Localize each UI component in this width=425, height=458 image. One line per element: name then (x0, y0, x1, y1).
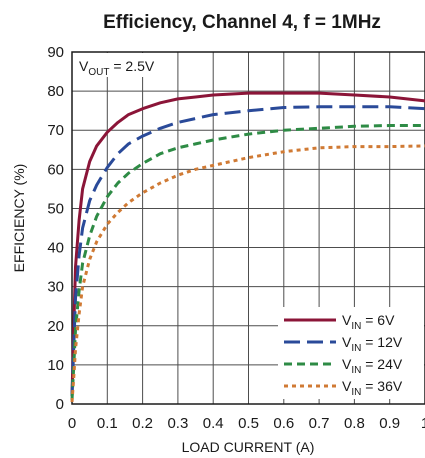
plot-frame (71, 51, 425, 405)
series-line-3 (70, 124, 425, 401)
vout-annotation: VOUT = 2.5V (73, 53, 165, 78)
y-tick-label: 10 (47, 357, 64, 374)
y-tick-label: 20 (47, 318, 64, 335)
x-tick-label: 0.6 (273, 415, 294, 432)
y-tick-label: 90 (47, 44, 64, 61)
series-line-1 (70, 91, 425, 397)
series-lines (70, 91, 425, 403)
legend-label-3: VIN = 24V (342, 356, 403, 376)
y-tick-label: 0 (56, 396, 64, 413)
vout-label: VOUT = 2.5V (79, 58, 155, 78)
y-tick-label: 40 (47, 240, 64, 257)
y-tick-label: 50 (47, 200, 64, 217)
tick-labels: 00.10.20.30.40.50.60.70.80.9101020304050… (47, 44, 425, 432)
x-tick-label: 0 (68, 415, 76, 432)
legend-label-1: VIN = 6V (342, 312, 395, 332)
x-tick-label: 0.1 (97, 415, 118, 432)
x-tick-label: 0.5 (238, 415, 259, 432)
y-tick-label: 80 (47, 83, 64, 100)
x-tick-label: 0.4 (203, 415, 224, 432)
annotation-background (73, 53, 165, 77)
y-axis-label: EFFICIENCY (%) (11, 164, 27, 273)
y-tick-label: 30 (47, 279, 64, 296)
x-tick-label: 0.8 (344, 415, 365, 432)
legend-label-2: VIN = 12V (342, 334, 403, 354)
x-tick-label: 0.7 (309, 415, 330, 432)
chart-title: Efficiency, Channel 4, f = 1MHz (103, 12, 381, 33)
x-tick-label: 1 (421, 415, 425, 432)
x-tick-label: 0.9 (379, 415, 400, 432)
legend-label-4: VIN = 36V (342, 378, 403, 398)
x-axis-label: LOAD CURRENT (A) (182, 439, 315, 455)
grid-lines (71, 51, 425, 405)
legend-background (278, 307, 424, 399)
series-line-2 (70, 105, 425, 397)
x-tick-label: 0.2 (132, 415, 153, 432)
series-line-4 (70, 144, 425, 403)
y-tick-label: 70 (47, 122, 64, 139)
y-tick-label: 60 (47, 161, 64, 178)
x-tick-label: 0.3 (167, 415, 188, 432)
